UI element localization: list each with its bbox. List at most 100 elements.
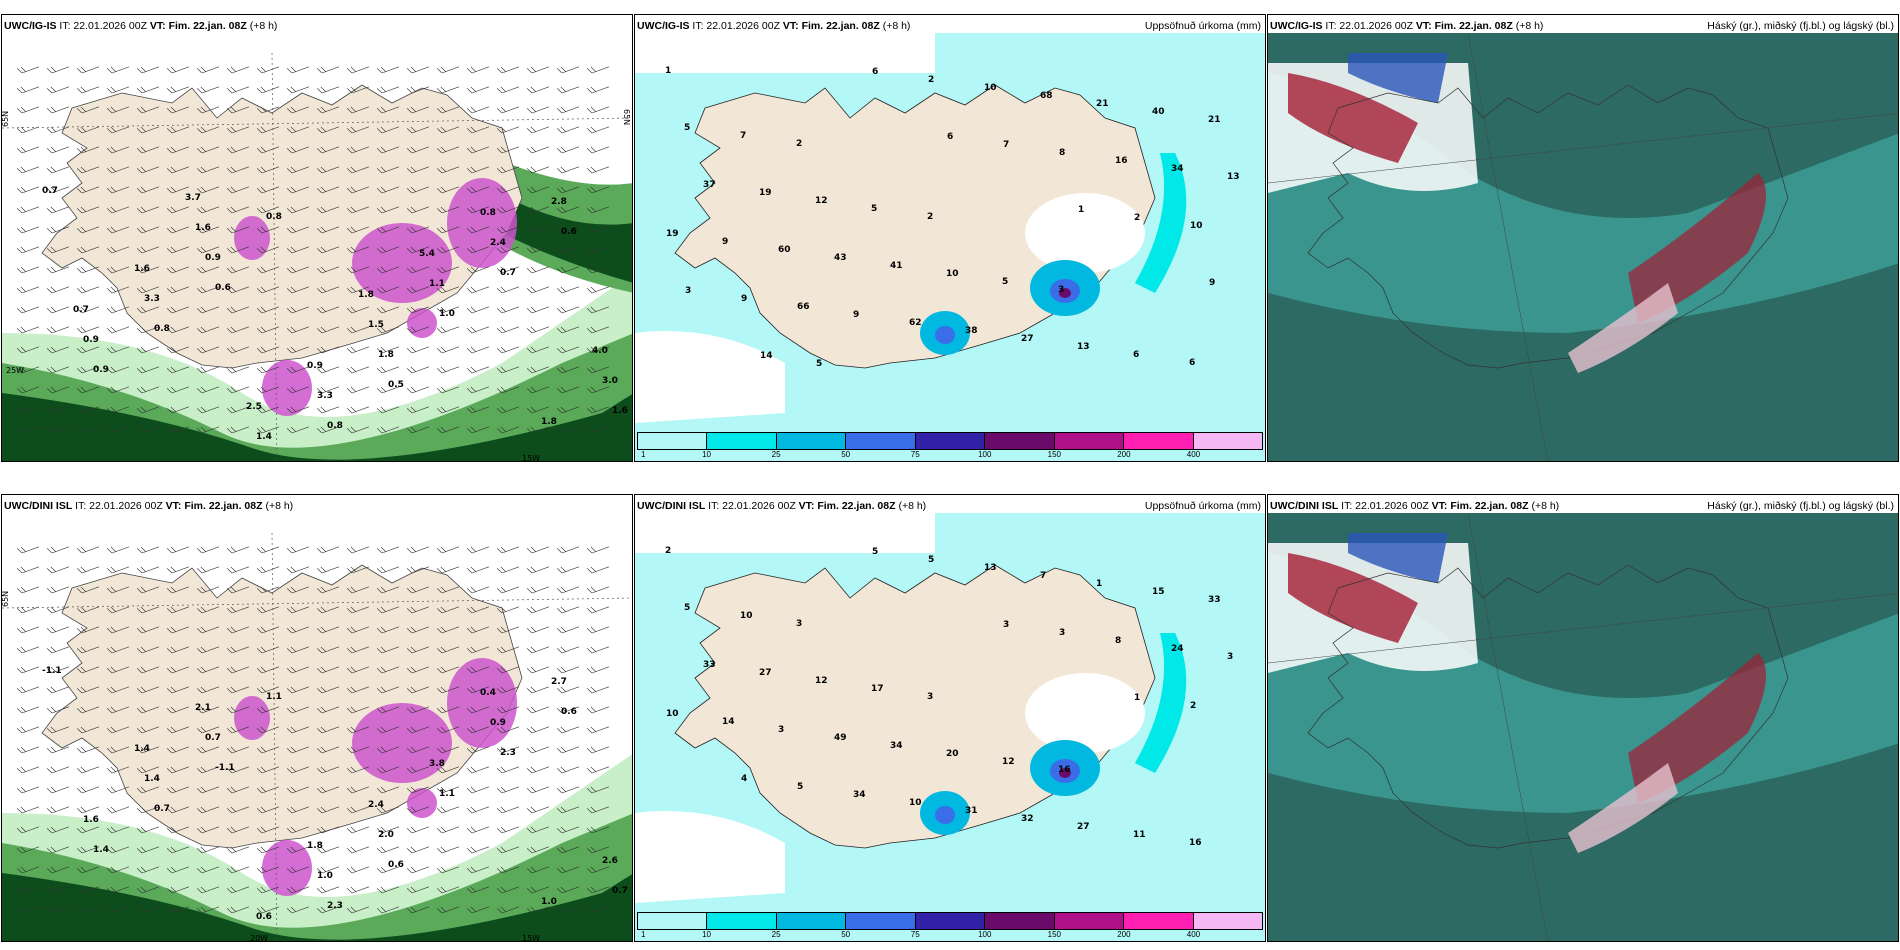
wind-barb: [196, 206, 220, 214]
colorbar-swatch: [638, 913, 708, 929]
wind-barb: [196, 646, 220, 654]
wind-barb: [316, 206, 340, 214]
precip-value-label: 1.1: [266, 692, 282, 702]
wind-barb: [406, 146, 430, 154]
wind-barb: [256, 366, 280, 374]
colorbar-swatch: [1124, 913, 1194, 929]
wind-barb: [346, 186, 370, 194]
precip-value-label: 0.5: [388, 380, 404, 390]
wind-barb: [106, 866, 130, 874]
precip-core: [1059, 768, 1071, 778]
wind-barb: [376, 166, 400, 174]
map-svg: [1268, 513, 1898, 941]
precip-value-label: 3.0: [602, 376, 618, 386]
wind-barb: [376, 646, 400, 654]
precip-value-label: 2.3: [500, 748, 516, 758]
wind-barb: [436, 886, 460, 894]
precip-value-label: 0.9: [93, 365, 109, 375]
wind-barb: [376, 426, 400, 434]
wind-barb: [226, 626, 250, 634]
wind-barb: [256, 66, 280, 74]
field-description: Háský (gr.), miðský (fj.bl.) og lágský (…: [1707, 20, 1894, 32]
wind-barb: [46, 826, 70, 834]
high-cloud-area: [1288, 73, 1418, 163]
wind-barb: [46, 306, 70, 314]
wind-barb: [466, 86, 490, 94]
wind-barb: [436, 786, 460, 794]
wind-barb: [496, 66, 520, 74]
wind-barb: [136, 306, 160, 314]
wind-barb: [526, 286, 550, 294]
wind-barb: [526, 86, 550, 94]
wind-barb: [436, 686, 460, 694]
wind-barb: [406, 846, 430, 854]
dry-area: [1025, 673, 1145, 753]
wind-barb: [526, 646, 550, 654]
precip-value-label: 1.0: [439, 309, 455, 319]
wind-barb: [136, 246, 160, 254]
precip-amount-label: 15: [1152, 587, 1165, 597]
wind-barb: [406, 186, 430, 194]
wind-barb: [436, 766, 460, 774]
wind-barb: [316, 906, 340, 914]
wind-barb: [76, 766, 100, 774]
wind-barb: [586, 206, 610, 214]
precip-amount-label: 1: [1096, 579, 1102, 589]
wind-barb: [346, 286, 370, 294]
wind-barb: [76, 66, 100, 74]
wind-barb: [16, 186, 40, 194]
wind-barb: [496, 266, 520, 274]
graticule-line: [271, 532, 278, 941]
wind-barb: [586, 306, 610, 314]
wind-barb: [376, 906, 400, 914]
wind-barb: [526, 606, 550, 614]
wind-barb: [46, 906, 70, 914]
wind-barb: [286, 786, 310, 794]
wind-barb: [556, 666, 580, 674]
precip-amount-label: 33: [1208, 595, 1221, 605]
wind-barb: [76, 386, 100, 394]
wind-barb: [406, 306, 430, 314]
wind-barb: [256, 346, 280, 354]
precip-value-label: 0.7: [205, 733, 221, 743]
wind-barb: [16, 806, 40, 814]
wind-barb: [256, 566, 280, 574]
snow-accumulation-area: [447, 658, 517, 748]
wind-barb: [526, 586, 550, 594]
graticule-line: [1268, 112, 1898, 184]
wind-barb: [466, 206, 490, 214]
wind-barb: [556, 826, 580, 834]
wind-barb: [466, 686, 490, 694]
colorbar-swatch: [846, 913, 916, 929]
wind-barb: [526, 546, 550, 554]
wind-barb: [526, 206, 550, 214]
wind-barb: [406, 246, 430, 254]
wind-barb: [346, 246, 370, 254]
wind-barb: [196, 706, 220, 714]
wind-barb: [406, 86, 430, 94]
wind-barb: [346, 166, 370, 174]
wind-barb: [286, 226, 310, 234]
wind-barb: [496, 186, 520, 194]
wind-barb: [136, 586, 160, 594]
snow-accumulation-area: [352, 703, 452, 783]
wind-barb: [106, 346, 130, 354]
wind-barb: [106, 546, 130, 554]
wind-barb: [466, 806, 490, 814]
low-cloud-area: [1268, 73, 1898, 333]
wind-barb: [586, 346, 610, 354]
wind-barb: [466, 546, 490, 554]
wind-barb: [76, 206, 100, 214]
no-precip-area: [635, 811, 785, 903]
wind-barb: [166, 286, 190, 294]
wind-barb: [16, 286, 40, 294]
wind-barb: [376, 886, 400, 894]
wind-barb: [586, 806, 610, 814]
wind-barb: [286, 626, 310, 634]
wind-barb: [406, 286, 430, 294]
wind-barb: [16, 906, 40, 914]
wind-barb: [406, 726, 430, 734]
wind-barb: [376, 606, 400, 614]
wind-barb: [286, 386, 310, 394]
map-area: [1268, 513, 1898, 941]
